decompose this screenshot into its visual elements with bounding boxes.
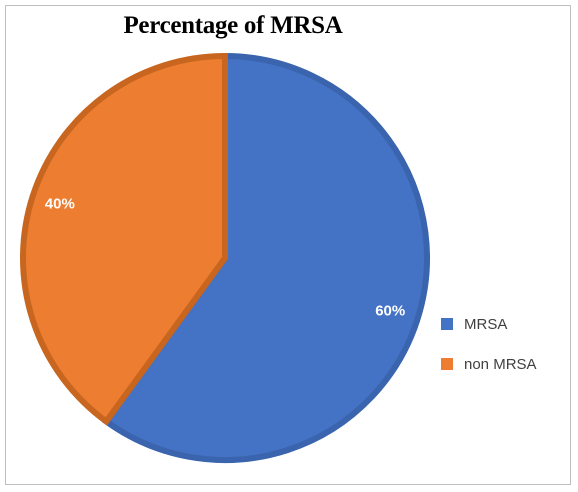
data-label-mrsa: 60%	[375, 303, 405, 320]
pie-data-labels: 60% 40%	[45, 195, 405, 319]
legend-swatch-non-mrsa	[441, 358, 453, 370]
chart-title: Percentage of MRSA	[123, 12, 343, 39]
legend-label-non-mrsa: non MRSA	[464, 355, 537, 373]
pie-slice-mrsa	[102, 52, 430, 463]
legend-label-mrsa: MRSA	[464, 315, 508, 333]
pie-slice-non-mrsa	[20, 52, 228, 426]
data-label-non-mrsa: 40%	[45, 195, 75, 212]
pie-slices	[20, 52, 430, 463]
legend-swatch-mrsa	[441, 318, 453, 330]
legend: MRSA non MRSA	[441, 312, 537, 392]
legend-item-non-mrsa: non MRSA	[441, 352, 537, 376]
legend-item-mrsa: MRSA	[441, 312, 537, 336]
chart-frame	[5, 5, 571, 485]
